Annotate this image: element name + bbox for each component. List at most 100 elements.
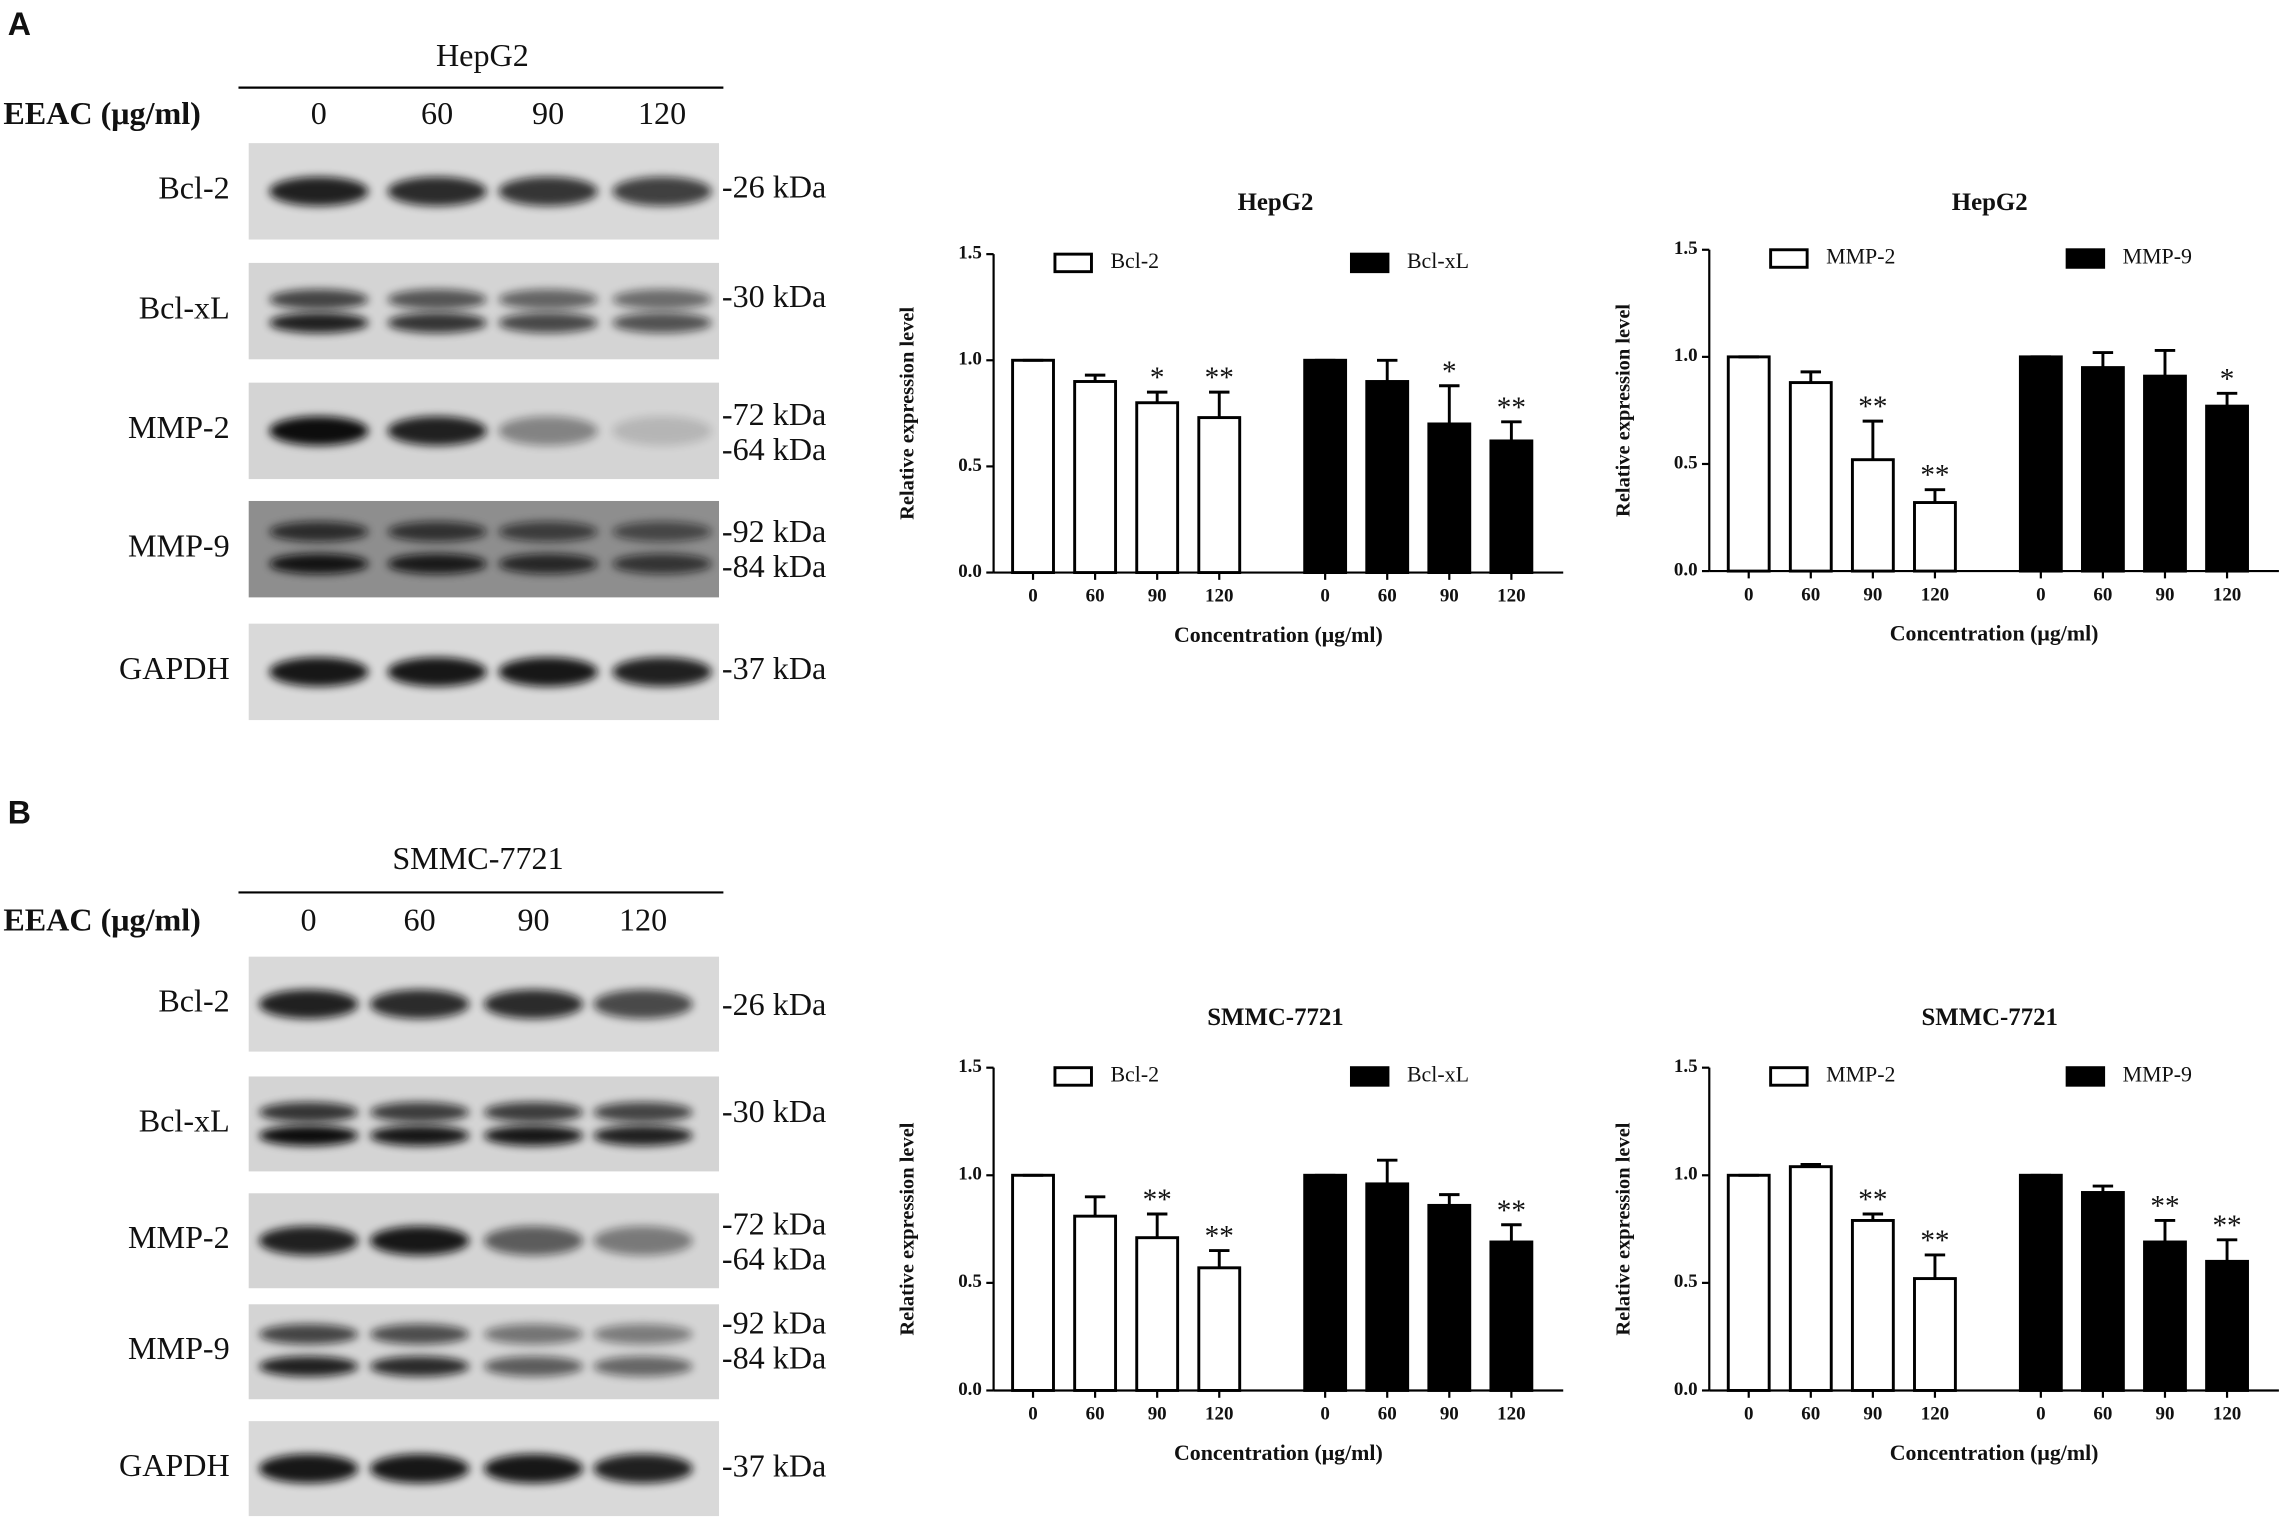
y-tick-label: 0.5 <box>958 1271 982 1292</box>
blot-strip <box>248 262 720 360</box>
lane-label: 0 <box>311 95 327 131</box>
y-tick-label: 0.0 <box>1674 559 1698 580</box>
error-bar <box>2216 391 2238 407</box>
band <box>612 176 712 206</box>
bar <box>1913 501 1957 573</box>
band <box>612 289 712 310</box>
band <box>612 657 712 687</box>
bar <box>1489 1240 1534 1392</box>
x-tick-label: 0 <box>1320 1404 1329 1425</box>
bar <box>1427 1203 1472 1392</box>
lane-label: 120 <box>638 95 686 131</box>
band <box>498 657 598 687</box>
x-axis-label: Concentration (μg/ml) <box>1890 1440 2099 1465</box>
x-axis-label: Concentration (μg/ml) <box>1174 622 1383 647</box>
x-tick-label: 0 <box>2036 1404 2045 1425</box>
legend-label: MMP-9 <box>2123 244 2192 269</box>
y-axis-label: Relative expression level <box>1612 1122 1634 1335</box>
band <box>387 521 487 542</box>
bar <box>2205 1259 2249 1392</box>
row-label: Bcl-xL <box>139 289 230 325</box>
significance: * <box>1442 356 1457 388</box>
error-bar <box>1924 488 1946 503</box>
bar <box>2080 366 2125 573</box>
lane-label: 120 <box>619 901 667 937</box>
significance: ** <box>1205 1221 1234 1253</box>
x-axis-label: Concentration (μg/ml) <box>1174 1440 1383 1465</box>
x-tick-label: 60 <box>1801 1404 1820 1425</box>
marker-label: -92 kDa <box>722 513 826 549</box>
marker-label: -30 kDa <box>722 278 826 314</box>
band <box>369 1102 470 1123</box>
band <box>269 553 369 575</box>
marker-label: -37 kDa <box>722 650 826 686</box>
bar <box>1427 422 1472 575</box>
band <box>269 176 369 206</box>
error-bar <box>1084 1195 1106 1217</box>
marker-label: -92 kDa <box>722 1305 826 1341</box>
y-tick-label: 1.0 <box>958 1164 982 1185</box>
band <box>498 289 598 310</box>
x-tick-label: 60 <box>1086 586 1105 607</box>
y-tick-label: 0.0 <box>1674 1379 1698 1400</box>
y-tick-label: 1.0 <box>958 349 982 370</box>
marker-label: -64 kDa <box>722 431 826 467</box>
band <box>369 1226 470 1256</box>
legend-swatch <box>1349 1066 1390 1087</box>
marker-label: -26 kDa <box>722 986 826 1022</box>
band <box>612 521 712 542</box>
band <box>483 1125 584 1146</box>
x-tick-label: 90 <box>1148 1404 1167 1425</box>
marker-label: -72 kDa <box>722 1205 826 1241</box>
bar <box>1788 1165 1833 1392</box>
x-tick-label: 90 <box>1863 584 1882 605</box>
bar <box>1913 1277 1957 1392</box>
x-tick-label: 60 <box>1086 1404 1105 1425</box>
band <box>258 1102 359 1123</box>
x-tick-label: 120 <box>1921 584 1949 605</box>
x-tick-label: 60 <box>1378 1404 1397 1425</box>
significance: ** <box>1920 460 1949 492</box>
lane-label: 0 <box>301 901 317 937</box>
bar <box>1135 1236 1180 1392</box>
legend-label: Bcl-xL <box>1407 248 1469 273</box>
significance: ** <box>1497 1195 1526 1227</box>
band <box>483 1102 584 1123</box>
marker-label: -64 kDa <box>722 1240 826 1276</box>
marker-label: -72 kDa <box>722 396 826 432</box>
x-tick-label: 60 <box>1378 586 1397 607</box>
error-bar <box>1377 1158 1398 1184</box>
band <box>593 989 693 1019</box>
y-tick-label: 1.0 <box>1674 1164 1698 1185</box>
x-tick-label: 0 <box>1028 586 1037 607</box>
band <box>387 416 487 446</box>
x-tick-label: 0 <box>1028 1404 1037 1425</box>
legend-label: Bcl-xL <box>1407 1061 1469 1086</box>
band <box>258 1356 359 1377</box>
marker-label: -30 kDa <box>722 1093 826 1129</box>
band <box>387 176 487 206</box>
significance: * <box>1150 362 1165 394</box>
bar <box>1073 380 1118 575</box>
treatment-label: EEAC (μg/ml) <box>3 95 201 131</box>
row-label: Bcl-2 <box>158 170 229 206</box>
error-bar <box>1862 1212 1884 1221</box>
legend-swatch <box>1053 1066 1093 1087</box>
error-bar <box>2154 1219 2176 1242</box>
band <box>387 289 487 310</box>
bar <box>1365 380 1410 575</box>
error-bar <box>1501 420 1522 441</box>
x-tick-label: 0 <box>2036 584 2045 605</box>
panel-label: A <box>8 6 31 42</box>
bar <box>1788 381 1833 573</box>
band <box>369 1324 470 1345</box>
error-bar <box>1924 1253 1946 1279</box>
marker-label: -26 kDa <box>722 168 826 204</box>
error-bar <box>2092 351 2114 368</box>
row-label: Bcl-2 <box>158 983 229 1019</box>
bar <box>1197 1266 1242 1392</box>
band <box>369 989 470 1019</box>
error-bar <box>1501 1223 1522 1242</box>
legend-swatch <box>1769 248 1809 269</box>
